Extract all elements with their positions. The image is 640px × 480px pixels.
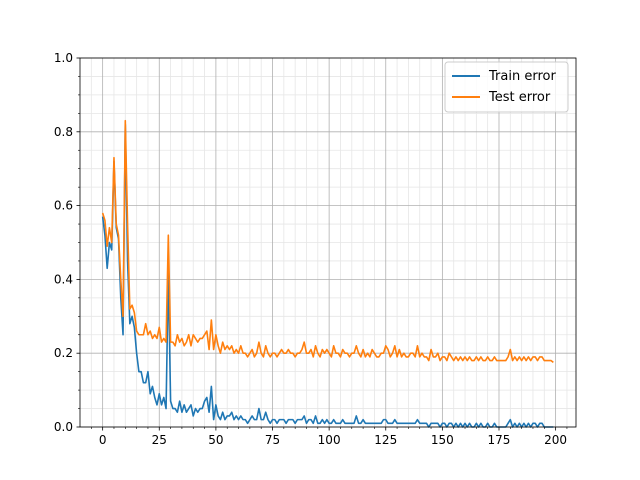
legend: Train error Test error — [444, 61, 569, 113]
axis-ticks: 0 25 50 75 100 125 150 175 200 0.0 0.2 0.4 0.6 0.8 1.0 — [54, 51, 568, 447]
x-tick-label: 175 — [488, 433, 511, 447]
legend-label-test: Test error — [488, 90, 551, 105]
y-tick-label: 0.6 — [54, 199, 73, 213]
series-line-test-error — [101, 119, 554, 364]
x-tick-label: 100 — [318, 433, 341, 447]
y-tick-label: 0.4 — [54, 272, 73, 286]
series-lines — [101, 119, 554, 428]
x-tick-label: 0 — [99, 433, 107, 447]
y-tick-label: 0.8 — [54, 125, 73, 139]
x-tick-label: 75 — [265, 433, 280, 447]
y-tick-label: 0.2 — [54, 346, 73, 360]
series-line-train-error — [101, 123, 554, 428]
x-tick-label: 125 — [374, 433, 397, 447]
y-tick-label: 1.0 — [54, 51, 73, 65]
x-tick-label: 25 — [152, 433, 167, 447]
x-tick-label: 150 — [431, 433, 454, 447]
legend-label-train: Train error — [488, 69, 556, 84]
x-tick-label: 50 — [208, 433, 223, 447]
minor-grid — [80, 58, 576, 427]
x-tick-label: 200 — [544, 433, 567, 447]
y-tick-label: 0.0 — [54, 420, 73, 434]
